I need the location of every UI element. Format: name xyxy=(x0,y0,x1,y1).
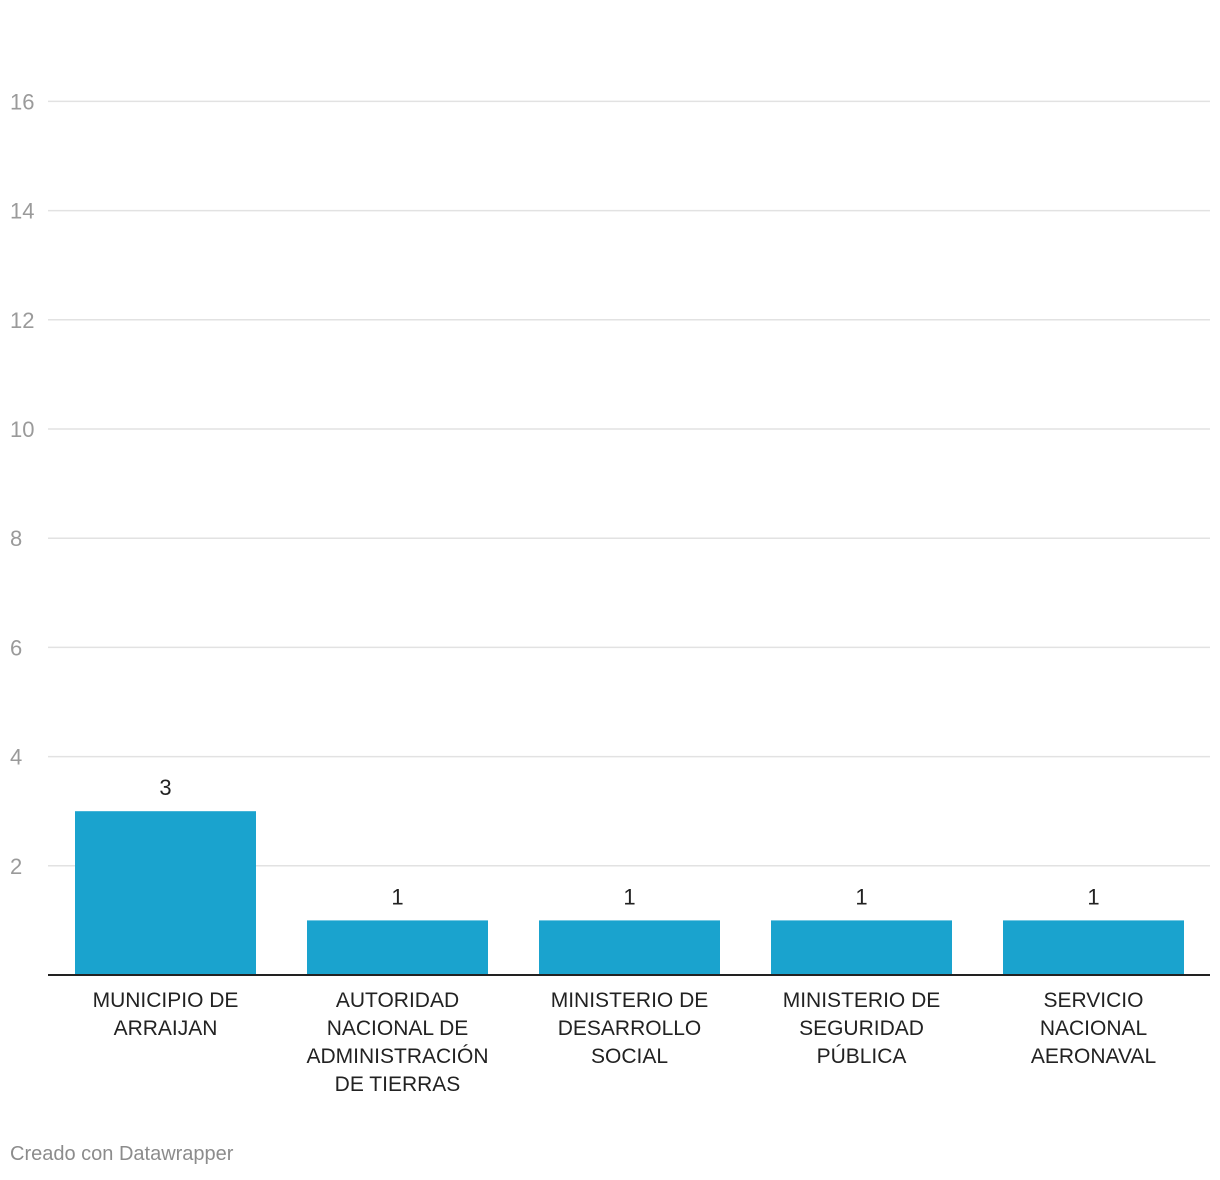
y-tick-label: 12 xyxy=(10,308,34,333)
category-label-line: NACIONAL DE xyxy=(327,1017,469,1040)
category-label-line: AERONAVAL xyxy=(1031,1045,1156,1068)
category-label-line: AUTORIDAD xyxy=(336,989,459,1012)
y-tick-label: 6 xyxy=(10,635,22,660)
y-axis-ticks: 2 4 6 8 10 12 14 16 xyxy=(10,89,34,878)
bar xyxy=(539,920,720,975)
category-label: AUTORIDAD NACIONAL DE ADMINISTRACIÓN DE TIE… xyxy=(306,989,488,1096)
bar xyxy=(771,920,952,975)
bar xyxy=(75,811,256,975)
data-label: 1 xyxy=(391,884,403,909)
y-tick-label: 4 xyxy=(10,745,22,770)
category-label-line: NACIONAL xyxy=(1040,1017,1147,1040)
y-tick-label: 16 xyxy=(10,89,34,114)
y-tick-label: 10 xyxy=(10,417,34,442)
bar xyxy=(1003,920,1184,975)
bar xyxy=(307,920,488,975)
category-label: MUNICIPIO DE ARRAIJAN xyxy=(93,989,239,1040)
category-label-line: SERVICIO xyxy=(1044,989,1144,1012)
data-label: 1 xyxy=(1087,884,1099,909)
category-label: SERVICIO NACIONAL AERONAVAL xyxy=(1031,989,1156,1068)
category-label-line: MINISTERIO DE xyxy=(783,989,941,1012)
data-label: 1 xyxy=(855,884,867,909)
gridlines xyxy=(48,100,1210,867)
y-tick-label: 2 xyxy=(10,854,22,879)
y-tick-label: 8 xyxy=(10,526,22,551)
credit-text: Creado con Datawrapper xyxy=(10,1143,234,1165)
category-label-line: ARRAIJAN xyxy=(114,1017,218,1040)
category-label: MINISTERIO DE DESARROLLO SOCIAL xyxy=(551,989,709,1068)
bars xyxy=(75,811,1184,975)
category-label: MINISTERIO DE SEGURIDAD PÚBLICA xyxy=(783,989,941,1068)
category-label-line: DESARROLLO xyxy=(558,1017,702,1040)
x-axis-labels: MUNICIPIO DE ARRAIJAN AUTORIDAD NACIONAL DE… xyxy=(93,989,1157,1096)
category-label-line: PÚBLICA xyxy=(817,1045,907,1068)
category-label-line: MUNICIPIO DE xyxy=(93,989,239,1012)
data-label: 1 xyxy=(623,884,635,909)
y-tick-label: 14 xyxy=(10,199,34,224)
category-label-line: SOCIAL xyxy=(591,1045,668,1068)
category-label-line: DE TIERRAS xyxy=(335,1073,461,1096)
data-labels: 3 1 1 1 1 xyxy=(159,775,1099,909)
category-label-line: ADMINISTRACIÓN xyxy=(306,1045,488,1068)
data-label: 3 xyxy=(159,775,171,800)
category-label-line: SEGURIDAD xyxy=(799,1017,924,1040)
category-label-line: MINISTERIO DE xyxy=(551,989,709,1012)
